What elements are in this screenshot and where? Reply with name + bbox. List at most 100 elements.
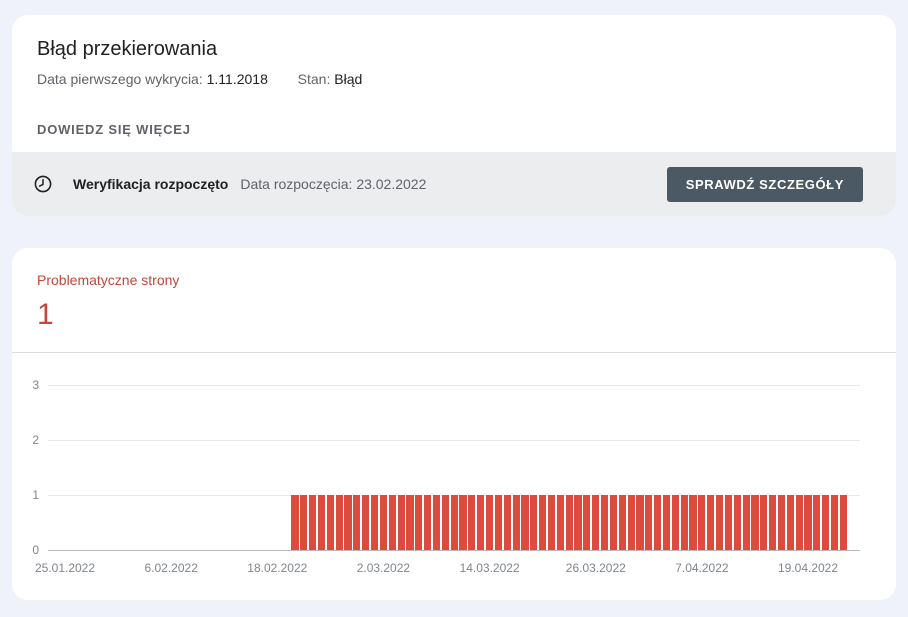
bar bbox=[424, 495, 432, 550]
bar bbox=[494, 495, 503, 550]
bar bbox=[583, 495, 591, 550]
bar bbox=[760, 495, 768, 550]
problem-pages-chart: 3 2 1 0 25.01.2022 6.02.2022 18.02.2022 2.03.20… bbox=[12, 353, 896, 600]
status-label: Stan: bbox=[297, 71, 331, 87]
bar bbox=[344, 495, 352, 550]
x-tick-label: 14.03.2022 bbox=[459, 561, 520, 575]
bar bbox=[335, 495, 343, 550]
bar bbox=[707, 495, 715, 550]
x-tick-label: 19.04.2022 bbox=[777, 561, 839, 575]
bar bbox=[742, 495, 750, 550]
bar bbox=[317, 495, 326, 550]
gridline bbox=[48, 440, 860, 441]
bar bbox=[379, 495, 388, 550]
bar bbox=[680, 495, 688, 550]
bar bbox=[326, 495, 334, 550]
bar bbox=[459, 495, 467, 550]
x-tick-label: 2.03.2022 bbox=[356, 561, 411, 575]
bar bbox=[353, 495, 361, 550]
bar bbox=[609, 495, 618, 550]
bar bbox=[291, 495, 299, 550]
validation-status-bar: Weryfikacja rozpoczęto Data rozpoczęcia:… bbox=[12, 152, 896, 216]
bar bbox=[574, 495, 582, 550]
page-title: Błąd przekierowania bbox=[37, 38, 218, 60]
metric-value: 1 bbox=[37, 298, 54, 331]
learn-more-link[interactable]: DOWIEDZ SIĘ WIĘCEJ bbox=[37, 122, 191, 137]
x-tick-label: 25.01.2022 bbox=[34, 561, 96, 575]
bar bbox=[362, 495, 370, 550]
bar bbox=[530, 495, 538, 550]
bar bbox=[654, 495, 662, 550]
validation-start-date-value: 23.02.2022 bbox=[356, 176, 427, 192]
bar bbox=[468, 495, 476, 550]
chart-header[interactable]: Problematyczne strony 1 bbox=[12, 248, 896, 352]
bar bbox=[689, 495, 697, 550]
bar bbox=[777, 495, 786, 550]
bar bbox=[733, 495, 741, 550]
bar bbox=[839, 495, 848, 550]
bar bbox=[662, 495, 671, 550]
bar bbox=[486, 495, 494, 550]
bar bbox=[397, 495, 405, 550]
bar bbox=[636, 495, 644, 550]
error-summary-card: Błąd przekierowania Data pierwszego wykr… bbox=[12, 15, 896, 216]
status-value: Błąd bbox=[334, 71, 363, 87]
bar bbox=[521, 495, 529, 550]
validation-start-date-label: Data rozpoczęcia: bbox=[240, 176, 353, 192]
bar bbox=[565, 495, 573, 550]
first-detected-value: 1.11.2018 bbox=[206, 71, 268, 87]
bar bbox=[715, 495, 724, 550]
validation-title: Weryfikacja rozpoczęto bbox=[73, 176, 229, 192]
bar bbox=[309, 495, 317, 550]
first-detected-label: Data pierwszego wykrycia: bbox=[37, 71, 203, 87]
bar bbox=[477, 495, 485, 550]
bar bbox=[601, 495, 609, 550]
bar bbox=[618, 495, 626, 550]
y-tick-label: 2 bbox=[32, 433, 39, 447]
bar bbox=[645, 495, 653, 550]
bar bbox=[795, 495, 803, 550]
x-tick-label: 26.03.2022 bbox=[565, 561, 626, 575]
bar bbox=[804, 495, 812, 550]
bar bbox=[724, 495, 733, 550]
bar bbox=[786, 495, 794, 550]
bar bbox=[556, 495, 564, 550]
bar bbox=[406, 495, 414, 550]
error-card-body: Błąd przekierowania Data pierwszego wykr… bbox=[12, 15, 896, 152]
bar bbox=[592, 495, 600, 550]
y-tick-label: 3 bbox=[32, 378, 39, 392]
bar bbox=[830, 495, 839, 550]
metric-label: Problematyczne strony bbox=[37, 272, 180, 288]
bar bbox=[432, 495, 441, 550]
error-meta-row: Data pierwszego wykrycia: 1.11.2018 Stan… bbox=[37, 69, 871, 89]
x-tick-label: 6.02.2022 bbox=[144, 561, 198, 575]
bar bbox=[698, 495, 706, 550]
bar bbox=[539, 495, 547, 550]
bar bbox=[671, 495, 679, 550]
y-tick-label: 0 bbox=[32, 543, 39, 557]
divider bbox=[12, 352, 896, 353]
bar bbox=[751, 495, 759, 550]
problem-pages-card: Problematyczne strony 1 3 2 1 0 25.01.2022 6.… bbox=[12, 248, 896, 600]
bar bbox=[371, 495, 379, 550]
x-axis-line bbox=[48, 550, 860, 551]
bar bbox=[813, 495, 821, 550]
x-tick-label: 7.04.2022 bbox=[675, 561, 729, 575]
bar bbox=[512, 495, 520, 550]
gridline bbox=[48, 385, 860, 386]
bar bbox=[415, 495, 423, 550]
bar bbox=[547, 495, 556, 550]
see-details-button[interactable]: SPRAWDŹ SZCZEGÓŁY bbox=[666, 166, 863, 202]
bar bbox=[441, 495, 449, 550]
validation-start-date: Data rozpoczęcia: 23.02.2022 bbox=[240, 176, 426, 192]
bar bbox=[769, 495, 777, 550]
bar bbox=[300, 495, 308, 550]
clock-icon bbox=[34, 175, 52, 193]
y-tick-label: 1 bbox=[32, 488, 39, 502]
bar bbox=[450, 495, 458, 550]
bar bbox=[503, 495, 511, 550]
x-tick-label: 18.02.2022 bbox=[247, 561, 308, 575]
bar bbox=[822, 495, 830, 550]
bar bbox=[388, 495, 396, 550]
